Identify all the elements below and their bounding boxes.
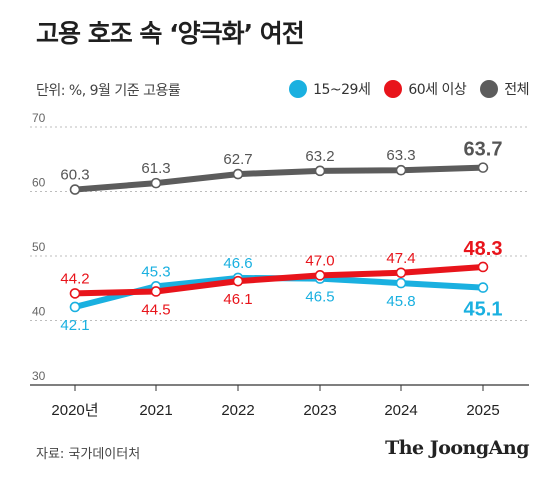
chart-title: 고용 호조 속 ‘양극화’ 여전 [36, 19, 305, 48]
data-label-total-1: 61.3 [141, 160, 170, 177]
publisher-logo: The JoongAng [385, 437, 529, 459]
data-label-senior-2: 46.1 [223, 291, 252, 308]
x-tick-label-3: 2023 [303, 402, 336, 419]
point-senior-4 [395, 267, 407, 279]
legend-item-youth: 15~29세 [289, 79, 371, 99]
data-label-youth-0: 42.1 [60, 317, 89, 334]
source-note: 자료: 국가데이터처 [36, 447, 141, 462]
data-label-youth-3: 46.5 [305, 289, 334, 306]
point-total-3 [314, 165, 326, 177]
legend-dot-senior [384, 80, 403, 98]
data-label-total-4: 63.3 [386, 147, 415, 164]
point-total-5 [477, 162, 489, 173]
x-tick-label-0: 2020년 [51, 402, 98, 419]
point-senior-5 [477, 261, 489, 273]
point-senior-0 [69, 288, 81, 299]
data-label-total-2: 62.7 [223, 151, 252, 168]
data-label-senior-5: 48.3 [464, 238, 503, 260]
y-tick-label-30: 30 [32, 369, 46, 383]
point-senior-1 [150, 286, 162, 297]
y-tick-label-70: 70 [32, 111, 46, 125]
data-label-youth-1: 45.3 [141, 263, 170, 280]
point-total-0 [69, 184, 81, 195]
data-label-youth-5: 45.1 [464, 299, 503, 321]
point-senior-3 [314, 270, 326, 281]
x-tick-label-4: 2024 [384, 402, 417, 419]
legend-item-total: 전체 [480, 79, 529, 99]
legend-label-senior: 60세 이상 [408, 82, 467, 98]
series-line-senior [72, 263, 486, 297]
y-tick-label-60: 60 [32, 176, 46, 190]
data-label-youth-2: 46.6 [223, 255, 252, 272]
legend-dot-total [480, 80, 499, 98]
legend-label-youth: 15~29세 [313, 82, 371, 98]
data-label-senior-3: 47.0 [305, 252, 334, 269]
series-line-total [72, 164, 486, 193]
data-label-senior-4: 47.4 [386, 250, 415, 267]
legend-dot-youth [289, 80, 308, 98]
data-label-total-0: 60.3 [60, 167, 89, 184]
point-senior-2 [232, 275, 244, 287]
legend-label-total: 전체 [504, 82, 529, 98]
y-tick-label-50: 50 [32, 240, 46, 254]
point-youth-5 [477, 282, 489, 293]
x-tick-label-5: 2025 [466, 402, 499, 419]
point-total-1 [150, 177, 162, 189]
x-tick-label-2: 2022 [221, 402, 254, 419]
data-label-youth-4: 45.8 [386, 293, 415, 310]
y-tick-label-40: 40 [32, 305, 46, 319]
point-youth-0 [69, 301, 81, 313]
data-label-total-5: 63.7 [464, 139, 503, 161]
data-label-senior-1: 44.5 [141, 301, 170, 318]
data-label-senior-0: 44.2 [60, 270, 89, 287]
chart-subtitle: 단위: %, 9월 기준 고용률 [36, 83, 181, 99]
legend: 15~29세 60세 이상 전체 [289, 79, 529, 99]
point-youth-4 [395, 277, 407, 289]
legend-item-senior: 60세 이상 [384, 79, 467, 99]
data-label-total-3: 63.2 [305, 148, 334, 165]
x-tick-label-1: 2021 [139, 402, 172, 419]
point-total-4 [395, 164, 407, 176]
point-total-2 [232, 168, 244, 180]
